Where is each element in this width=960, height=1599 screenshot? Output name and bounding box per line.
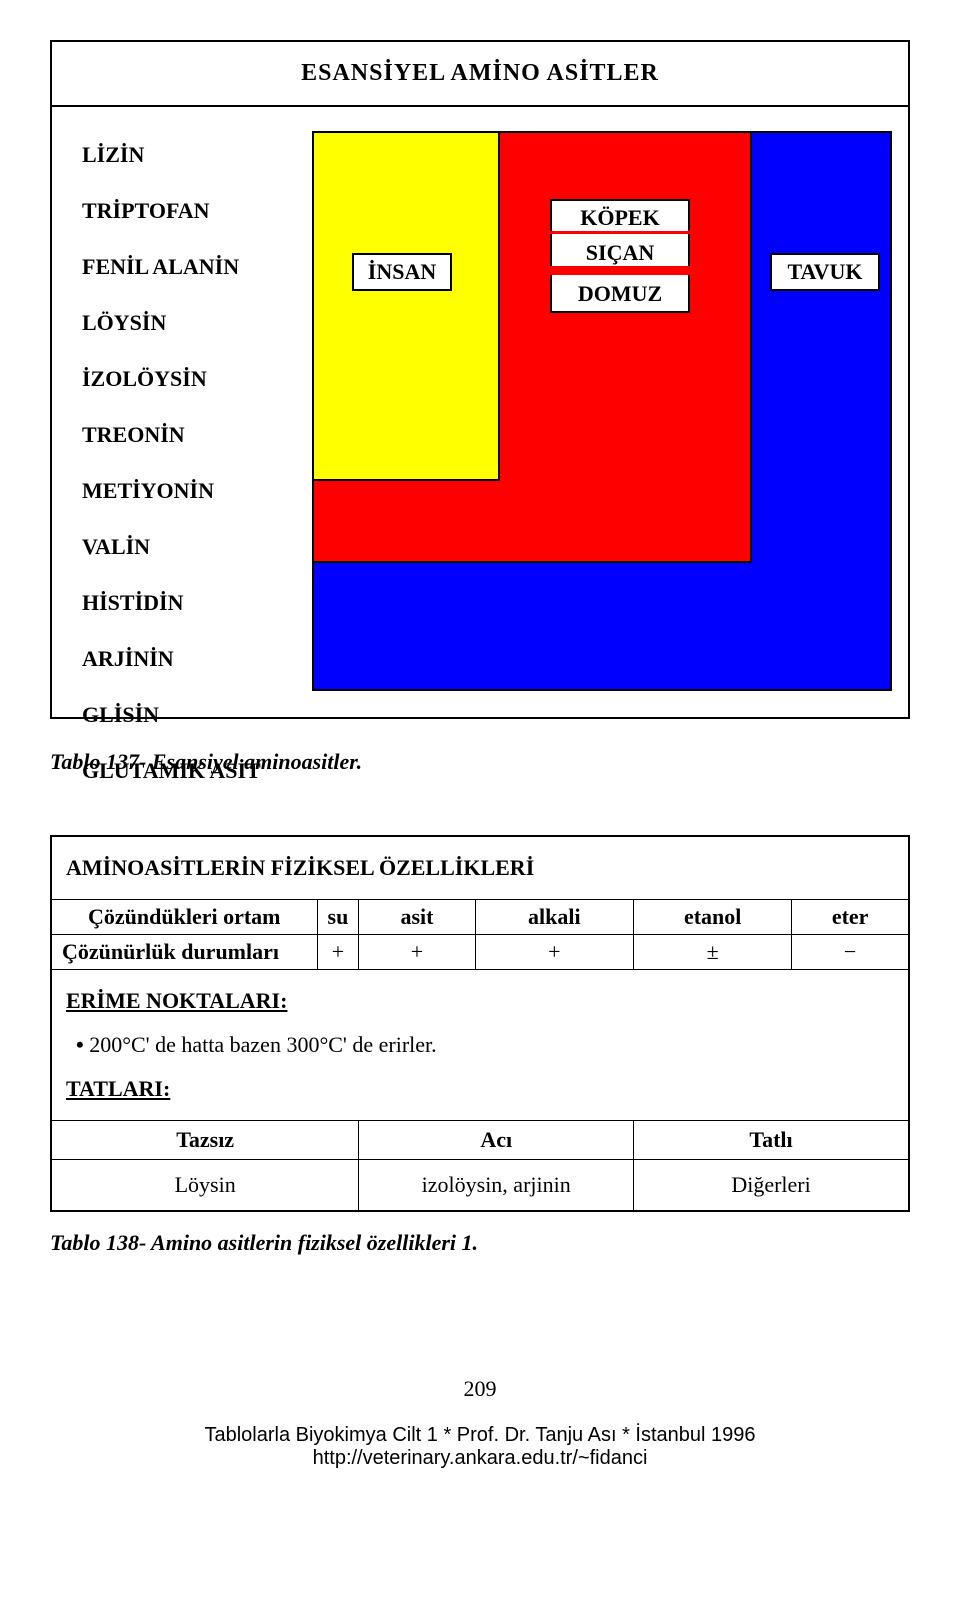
label-kopek: KÖPEK xyxy=(550,199,690,231)
tatlari-label: TATLARI: xyxy=(66,1076,170,1101)
amino-acid-list: LİZİN TRİPTOFAN FENİL ALANİN LÖYSİN İZOL… xyxy=(82,142,261,814)
label-tavuk: TAVUK xyxy=(770,253,880,291)
solubility-val: + xyxy=(317,935,359,970)
solvent-val: alkali xyxy=(475,900,633,935)
taste-body: Diğerleri xyxy=(634,1160,909,1212)
erime-bullet: 200°C' de hatta bazen 300°C' de erirler. xyxy=(76,1032,894,1058)
taste-head: Acı xyxy=(359,1121,634,1160)
physical-properties-table: AMİNOASİTLERİN FİZİKSEL ÖZELLİKLERİ Çözü… xyxy=(50,835,910,1212)
solubility-val: + xyxy=(475,935,633,970)
footer-line-1: Tablolarla Biyokimya Cilt 1 * Prof. Dr. … xyxy=(50,1424,910,1447)
diagram-body: LİZİN TRİPTOFAN FENİL ALANİN LÖYSİN İZOL… xyxy=(52,107,908,717)
solubility-row: Çözünürlük durumları + + + ± − xyxy=(51,935,909,970)
amino-item: TREONİN xyxy=(82,422,261,448)
table-caption-138: Tablo 138- Amino asitlerin fiziksel özel… xyxy=(50,1230,910,1256)
solvent-label: Çözündükleri ortam xyxy=(51,900,317,935)
amino-item: HİSTİDİN xyxy=(82,590,261,616)
taste-head: Tazsız xyxy=(51,1121,359,1160)
label-sican: SIÇAN xyxy=(550,234,690,266)
amino-item: FENİL ALANİN xyxy=(82,254,261,280)
solubility-val: − xyxy=(792,935,909,970)
taste-body: izolöysin, arjinin xyxy=(359,1160,634,1212)
amino-item: GLUTAMİK ASİT xyxy=(82,758,261,784)
solvent-val: eter xyxy=(792,900,909,935)
section-title: ESANSİYEL AMİNO ASİTLER xyxy=(52,42,908,107)
taste-head: Tatlı xyxy=(634,1121,909,1160)
label-insan: İNSAN xyxy=(352,253,452,291)
taste-header-row: Tazsız Acı Tatlı xyxy=(51,1121,909,1160)
amino-item: METİYONİN xyxy=(82,478,261,504)
page-footer: 209 Tablolarla Biyokimya Cilt 1 * Prof. … xyxy=(50,1376,910,1470)
solubility-label: Çözünürlük durumları xyxy=(51,935,317,970)
solvent-row: Çözündükleri ortam su asit alkali etanol… xyxy=(51,900,909,935)
amino-item: TRİPTOFAN xyxy=(82,198,261,224)
species-layers: İNSAN KÖPEK SIÇAN DOMUZ TAVUK xyxy=(312,131,892,691)
phys-title: AMİNOASİTLERİN FİZİKSEL ÖZELLİKLERİ xyxy=(51,836,909,900)
amino-item: VALİN xyxy=(82,534,261,560)
page-number: 209 xyxy=(50,1376,910,1402)
amino-item: GLİSİN xyxy=(82,702,261,728)
amino-item: İZOLÖYSİN xyxy=(82,366,261,392)
solubility-val: + xyxy=(359,935,475,970)
melting-tastes-cell: ERİME NOKTALARI: 200°C' de hatta bazen 3… xyxy=(51,970,909,1121)
amino-item: LÖYSİN xyxy=(82,310,261,336)
layer-insan xyxy=(312,131,500,481)
solvent-val: etanol xyxy=(634,900,792,935)
amino-item: LİZİN xyxy=(82,142,261,168)
taste-body: Löysin xyxy=(51,1160,359,1212)
amino-item: ARJİNİN xyxy=(82,646,261,672)
solubility-val: ± xyxy=(634,935,792,970)
essential-amino-section: ESANSİYEL AMİNO ASİTLER LİZİN TRİPTOFAN … xyxy=(50,40,910,719)
taste-body-row: Löysin izolöysin, arjinin Diğerleri xyxy=(51,1160,909,1212)
erime-label: ERİME NOKTALARI: xyxy=(66,988,287,1013)
solvent-val: su xyxy=(317,900,359,935)
solvent-val: asit xyxy=(359,900,475,935)
label-domuz: DOMUZ xyxy=(550,275,690,313)
footer-line-2: http://veterinary.ankara.edu.tr/~fidanci xyxy=(50,1447,910,1470)
